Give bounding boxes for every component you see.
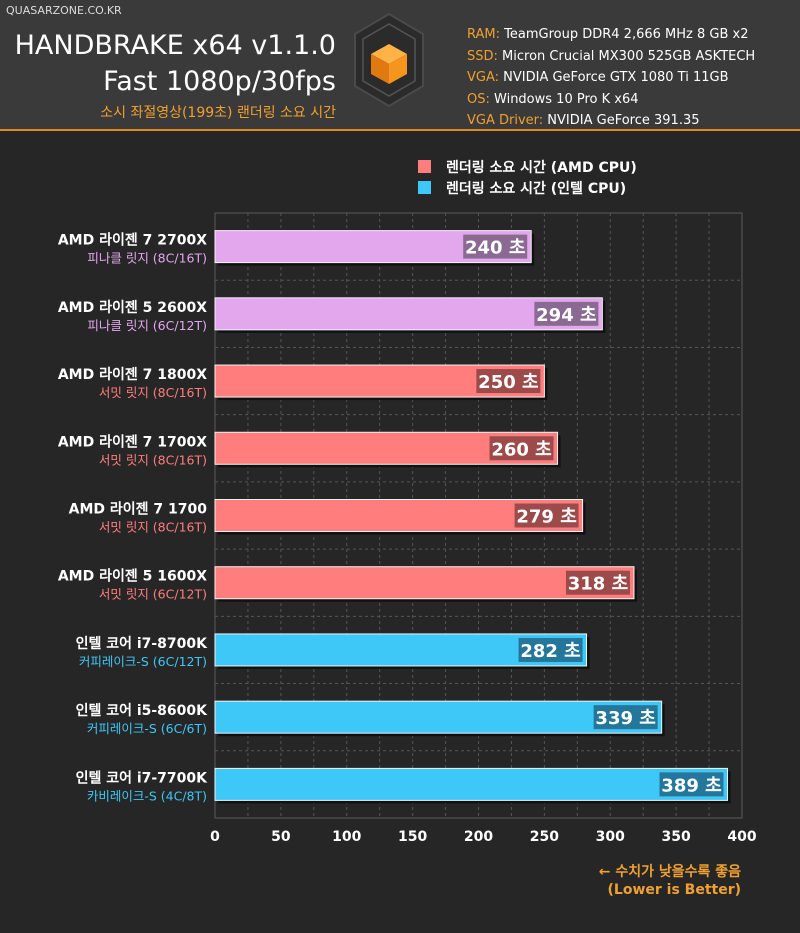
data-label: 240 초 xyxy=(465,238,525,259)
legend-swatch xyxy=(418,181,431,194)
spec-os: OS: Windows 10 Pro K x64 xyxy=(467,91,639,107)
system-specs: RAM: TeamGroup DDR4 2,666 MHz 8 GB x2 SS… xyxy=(467,24,755,132)
data-label-box xyxy=(593,705,658,730)
chart-description: 소시 좌절영상(199초) 랜더링 소요 시간 xyxy=(100,105,336,121)
legend-label: 렌더링 소요 시간 (AMD CPU) xyxy=(446,159,637,176)
x-tick-label: 300 xyxy=(596,829,625,845)
note-lower-is-better: ← 수치가 낮을수록 좋음 xyxy=(599,864,741,880)
data-label-box xyxy=(514,503,579,528)
bar xyxy=(214,767,729,801)
category-label: 인텔 코어 i7-8700K xyxy=(76,635,209,652)
x-tick-label: 400 xyxy=(727,829,756,845)
spec-vga-driver: VGA Driver: NVIDIA GeForce 391.35 xyxy=(467,113,700,128)
x-tick-label: 350 xyxy=(662,829,691,845)
category-label: AMD 라이젠 7 2700X xyxy=(58,232,207,249)
x-tick-label: 50 xyxy=(271,829,291,845)
data-label-box xyxy=(565,570,630,595)
data-label-box xyxy=(489,436,554,461)
category-sublabel: 서밋 릿지 (6C/12T) xyxy=(99,587,207,602)
spec-ssd: SSD: Micron Crucial MX300 525GB ASKTECH xyxy=(467,48,756,64)
x-tick-label: 250 xyxy=(530,829,559,845)
x-tick-label: 200 xyxy=(464,829,493,845)
category-label: AMD 라이젠 7 1800X xyxy=(58,366,207,383)
chart-title: HANDBRAKE x64 v1.1.0 xyxy=(14,30,336,61)
chart-subtitle: Fast 1080p/30fps xyxy=(103,66,336,97)
category-label: 인텔 코어 i5-8600K xyxy=(76,702,209,719)
category-label: AMD 라이젠 7 1700X xyxy=(58,433,207,450)
category-sublabel: 커피레이크-S (6C/12T) xyxy=(79,654,207,669)
x-tick-label: 100 xyxy=(332,829,361,845)
category-sublabel: 카비레이크-S (4C/8T) xyxy=(87,788,207,803)
category-label: 인텔 코어 i7-7700K xyxy=(76,769,209,786)
category-label: AMD 라이젠 5 1600X xyxy=(58,568,207,585)
bar xyxy=(214,566,635,600)
note-lower-is-better-en: (Lower is Better) xyxy=(608,882,742,898)
category-sublabel: 서밋 릿지 (8C/16T) xyxy=(99,385,207,400)
site-name: QUASARZONE.CO.KR xyxy=(6,4,122,17)
data-label-box xyxy=(518,637,583,662)
category-sublabel: 서밋 릿지 (8C/16T) xyxy=(99,452,207,467)
data-label: 279 초 xyxy=(516,507,576,528)
category-sublabel: 피나클 릿지 (6C/12T) xyxy=(87,318,207,333)
data-label: 318 초 xyxy=(568,574,628,595)
data-label: 250 초 xyxy=(478,372,538,393)
header-banner: QUASARZONE.CO.KR HANDBRAKE x64 v1.1.0 Fa… xyxy=(0,0,800,131)
bar xyxy=(214,700,663,734)
data-label-box xyxy=(463,234,528,259)
data-label-box xyxy=(659,772,724,797)
spec-vga: VGA: NVIDIA GeForce GTX 1080 Ti 11GB xyxy=(467,70,729,85)
data-label: 339 초 xyxy=(595,708,655,729)
spec-ram: RAM: TeamGroup DDR4 2,666 MHz 8 GB x2 xyxy=(467,27,749,42)
legend-swatch xyxy=(418,160,431,173)
category-sublabel: 서밋 릿지 (8C/16T) xyxy=(99,520,207,535)
category-sublabel: 피나클 릿지 (8C/16T) xyxy=(87,251,207,266)
x-tick-label: 0 xyxy=(210,829,220,845)
data-label: 294 초 xyxy=(536,305,596,326)
category-label: AMD 라이젠 7 1700 xyxy=(69,501,208,518)
x-tick-label: 150 xyxy=(398,829,427,845)
data-label-box xyxy=(476,369,541,394)
data-label: 260 초 xyxy=(491,439,551,460)
data-label-box xyxy=(534,301,599,326)
category-sublabel: 커피레이크-S (6C/6T) xyxy=(87,721,207,736)
category-label: AMD 라이젠 5 2600X xyxy=(58,299,207,316)
legend-label: 렌더링 소요 시간 (인텔 CPU) xyxy=(446,180,626,197)
cube-logo-icon xyxy=(354,12,424,108)
data-label: 282 초 xyxy=(520,641,580,662)
data-label: 389 초 xyxy=(661,775,721,796)
